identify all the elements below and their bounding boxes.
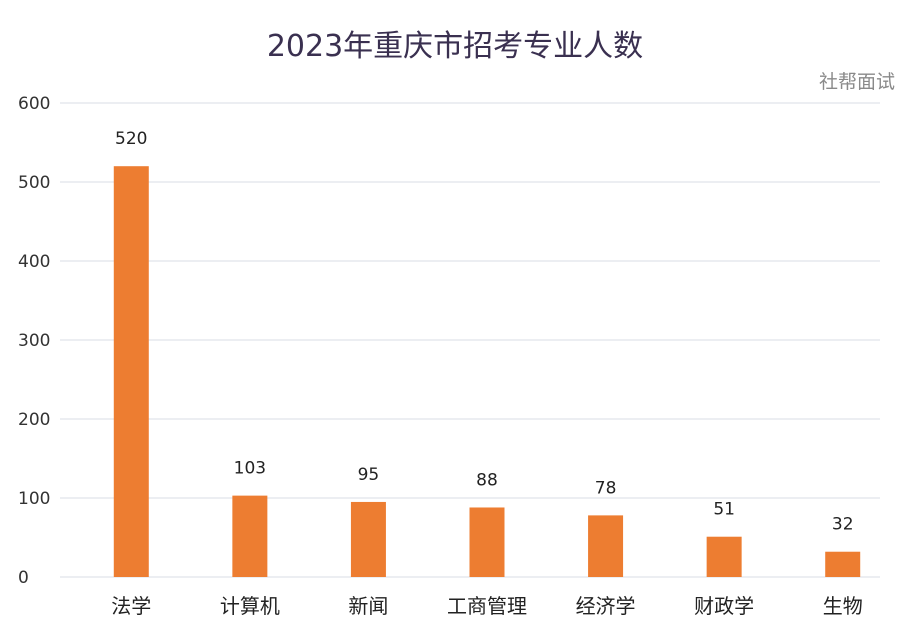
y-tick-label: 400: [18, 252, 50, 272]
data-label: 520: [115, 129, 147, 149]
x-tick-label: 生物: [823, 594, 863, 618]
y-tick-label: 200: [18, 410, 50, 430]
chart-title: 2023年重庆市招考专业人数: [267, 29, 643, 64]
data-label: 103: [234, 459, 266, 479]
y-tick-label: 100: [18, 489, 50, 509]
x-tick-label: 财政学: [694, 594, 754, 618]
bar: [350, 501, 386, 577]
bar: [469, 507, 505, 577]
bar: [825, 551, 861, 577]
y-tick-label: 500: [18, 173, 50, 193]
data-label: 51: [713, 500, 735, 520]
bar: [232, 495, 268, 577]
bar: [113, 166, 149, 577]
x-tick-label: 计算机: [220, 594, 280, 618]
x-tick-label: 工商管理: [447, 594, 527, 618]
bar: [588, 515, 624, 577]
x-tick-label: 新闻: [348, 594, 388, 618]
data-label: 88: [476, 470, 498, 490]
y-tick-label: 300: [18, 331, 50, 351]
watermark: 社帮面试: [819, 71, 895, 93]
x-tick-label: 法学: [111, 594, 151, 618]
y-tick-label: 0: [18, 568, 29, 588]
x-tick-label: 经济学: [576, 594, 636, 618]
bar: [706, 536, 742, 577]
y-tick-label: 600: [18, 94, 50, 114]
data-label: 32: [832, 515, 854, 535]
data-label: 78: [595, 478, 617, 498]
data-label: 95: [358, 465, 380, 485]
